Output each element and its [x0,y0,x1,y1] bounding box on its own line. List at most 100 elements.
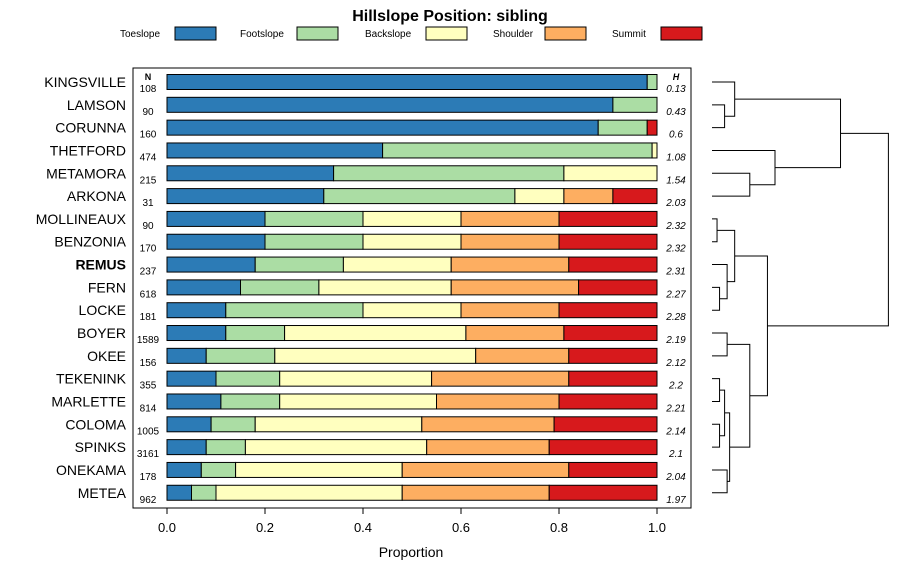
bar-segment [254,416,423,433]
legend-label: Shoulder [493,29,534,40]
bar-segment [342,256,452,273]
row-label: BENZONIA [54,234,126,250]
bar-segment [382,142,653,159]
h-header: H [673,72,680,82]
bar-segment [166,256,256,273]
bar-segment [318,279,452,296]
h-value: 2.12 [665,358,686,369]
dendrogram-link [734,98,842,169]
h-value: 2.27 [665,289,686,300]
dendrogram-link [712,332,728,357]
dendrogram-link [712,172,751,197]
plot-area: N H KINGSVILLE 108 0.13 LAMSON 90 0.43 CORUNNA 16… [36,67,692,535]
n-value: 814 [140,403,157,414]
dendrogram-link [712,378,721,402]
bar-segment [465,325,565,342]
h-value: 2.32 [665,221,686,232]
bar-segment [514,188,565,205]
bar-segment [563,188,614,205]
h-value: 1.97 [666,495,686,506]
x-tick-label: 0.4 [354,520,372,535]
n-value: 156 [140,358,157,369]
row-label: METAMORA [46,165,127,181]
bar-segment [240,279,320,296]
bar-segment [646,74,658,90]
bar-segment [401,461,570,478]
n-value: 474 [140,152,157,163]
bar-segment [612,96,658,113]
bar-segment [558,210,658,227]
bar-segment [166,142,384,159]
bar-segment [166,393,222,410]
bar-segment [166,416,212,433]
bar-segment [166,119,599,136]
bar-segment [646,119,658,136]
bar-segment [279,393,438,410]
bar-segment [450,256,570,273]
bar-segment [166,210,266,227]
bar-segment [225,302,364,319]
n-value: 355 [140,381,157,392]
x-tick-label: 1.0 [648,520,666,535]
row-label: MOLLINEAUX [36,211,127,227]
n-value: 160 [140,130,157,141]
bar-segment [460,233,560,250]
bar-segment [166,165,335,182]
n-value: 1005 [137,426,160,437]
bar-segment [166,370,217,387]
bar-segment [244,439,428,456]
row-label: MARLETTE [51,393,126,409]
bar-segment [235,461,403,478]
n-value: 1589 [137,335,160,346]
bar-segment [166,96,614,113]
plot-frame [132,67,692,509]
h-value: 2.1 [668,449,683,460]
legend-label: Toeslope [120,29,160,40]
dendrogram-link [712,286,721,311]
bar-segment [166,279,241,296]
n-value: 618 [140,289,157,300]
bar-segment [568,256,658,273]
x-tick-label: 0.2 [256,520,274,535]
legend-swatch [425,26,468,41]
bar-segment [558,393,658,410]
bar-segment [362,233,462,250]
n-value: 237 [140,267,157,278]
bar-segment [563,325,658,342]
dendrogram-link [767,132,889,327]
row-label: FERN [88,279,126,295]
legend-label: Summit [612,29,646,40]
bar-segment [553,416,658,433]
bar-segment [426,439,550,456]
bar-segment [215,370,281,387]
bar-segment [205,347,276,364]
h-value: 2.03 [665,198,686,209]
bar-segment [558,302,658,319]
h-value: 0.6 [669,130,683,141]
bar-segment [264,210,364,227]
bar-segment [225,325,286,342]
bar-segment [651,142,658,159]
row-label: SPINKS [75,439,126,455]
bar-segment [475,347,570,364]
bar-segment [264,233,364,250]
row-label: COLOMA [65,416,126,432]
bar-segment [210,416,256,433]
dendrogram [712,81,889,494]
bar-segment [166,439,207,456]
bar-segment [279,370,433,387]
legend-swatch [296,26,339,41]
dendrogram-link [712,104,726,129]
row-label: ONEKAMA [56,462,127,478]
n-value: 90 [142,107,154,118]
bar-segment [362,302,462,319]
bar-segment [166,484,192,501]
row-label: BOYER [77,325,126,341]
bar-segment [166,188,325,205]
bar-segment [215,484,403,501]
bar-segment [166,74,648,90]
bar-segment [568,461,658,478]
n-value: 3161 [137,449,160,460]
x-tick-label: 0.6 [452,520,470,535]
